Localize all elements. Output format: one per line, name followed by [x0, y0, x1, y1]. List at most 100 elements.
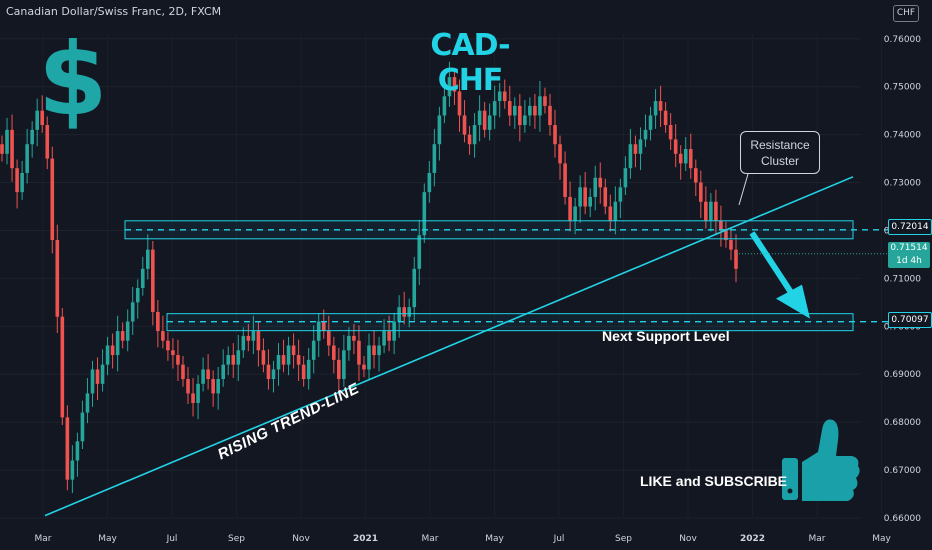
candle: [271, 360, 276, 393]
candle: [10, 114, 14, 182]
candle: [643, 114, 648, 148]
candle: [538, 80, 542, 132]
y-tick-label: 0.75000: [884, 83, 921, 93]
candle: [105, 336, 110, 376]
candle: [432, 128, 437, 187]
candle: [221, 349, 226, 387]
candle: [145, 234, 150, 280]
candle: [60, 308, 65, 426]
dollar-sign-icon: $: [38, 21, 108, 138]
candle: [95, 357, 100, 401]
support-price-label: 0.70097: [888, 312, 932, 328]
candle: [115, 315, 120, 372]
candle: [729, 228, 733, 261]
candle: [457, 79, 462, 132]
y-tick-label: 0.68000: [884, 418, 921, 428]
candle: [477, 95, 482, 142]
candle: [467, 126, 472, 155]
candle: [55, 224, 60, 334]
candle: [40, 95, 45, 133]
candle: [201, 357, 205, 392]
candle: [653, 89, 658, 129]
candle: [568, 181, 572, 232]
candle: [734, 234, 738, 283]
x-tick-label: Nov: [679, 534, 697, 544]
candle: [673, 124, 678, 168]
y-tick-label: 0.76000: [884, 35, 921, 45]
y-tick-label: 0.66000: [884, 514, 921, 524]
candle: [306, 347, 311, 390]
candle: [311, 325, 316, 374]
candle: [15, 159, 19, 209]
candle: [110, 333, 115, 369]
candle: [337, 347, 341, 396]
candle: [321, 309, 326, 339]
resistance-callout-line1: Resistance: [750, 138, 810, 152]
candle: [507, 85, 512, 127]
resistance-callout-line2: Cluster: [760, 154, 799, 168]
candle: [176, 339, 180, 381]
countdown-value: 1d 4h: [896, 256, 922, 266]
candle: [372, 330, 376, 369]
candle: [286, 336, 291, 376]
candle: [30, 121, 34, 158]
y-tick-label: 0.71000: [884, 274, 921, 284]
candle: [291, 333, 296, 369]
candle: [377, 336, 381, 372]
candle: [276, 343, 281, 386]
candle: [704, 186, 708, 229]
candle: [613, 186, 618, 235]
candle: [5, 117, 9, 165]
candle: [683, 137, 688, 172]
candle: [236, 334, 241, 381]
arrow-head-icon: [776, 284, 810, 319]
candle: [65, 405, 70, 491]
candle: [442, 84, 447, 124]
candle: [296, 339, 301, 381]
candle: [427, 160, 432, 203]
candle: [0, 135, 4, 162]
candle: [487, 103, 492, 141]
arrow-shaft: [749, 231, 799, 302]
candle: [663, 102, 668, 133]
candle: [342, 334, 346, 387]
candle: [125, 309, 130, 352]
candle: [628, 128, 633, 179]
x-tick-label: Sep: [228, 534, 245, 544]
x-tick-label: Mar: [809, 534, 826, 544]
candle: [492, 85, 497, 129]
candle: [709, 193, 713, 232]
candle: [447, 61, 452, 107]
candle: [196, 375, 200, 420]
x-tick-label: May: [485, 534, 504, 544]
candle: [502, 79, 507, 109]
candle: [85, 378, 90, 424]
candle: [573, 197, 577, 235]
candle: [553, 109, 557, 158]
resistance-price-label: 0.72014: [888, 219, 932, 235]
x-tick-label: Nov: [292, 534, 310, 544]
candle: [583, 172, 587, 215]
candle: [699, 170, 703, 219]
candle: [25, 128, 29, 184]
y-tick-label: 0.74000: [884, 131, 921, 141]
candle: [719, 205, 723, 247]
candle: [558, 135, 562, 180]
chart-title: CAD-CHF: [430, 28, 510, 98]
candle: [130, 287, 135, 335]
currency-button[interactable]: CHF: [893, 5, 919, 22]
candle: [638, 127, 643, 171]
candle: [135, 279, 140, 319]
candle: [70, 445, 75, 494]
candle: [216, 367, 220, 410]
candle: [523, 100, 527, 133]
thumbs-up-icon: [782, 419, 860, 501]
candle: [326, 315, 331, 357]
candle: [301, 356, 306, 387]
candle: [437, 106, 442, 161]
candle: [161, 315, 165, 349]
candle: [75, 432, 80, 477]
candle: [543, 87, 547, 114]
